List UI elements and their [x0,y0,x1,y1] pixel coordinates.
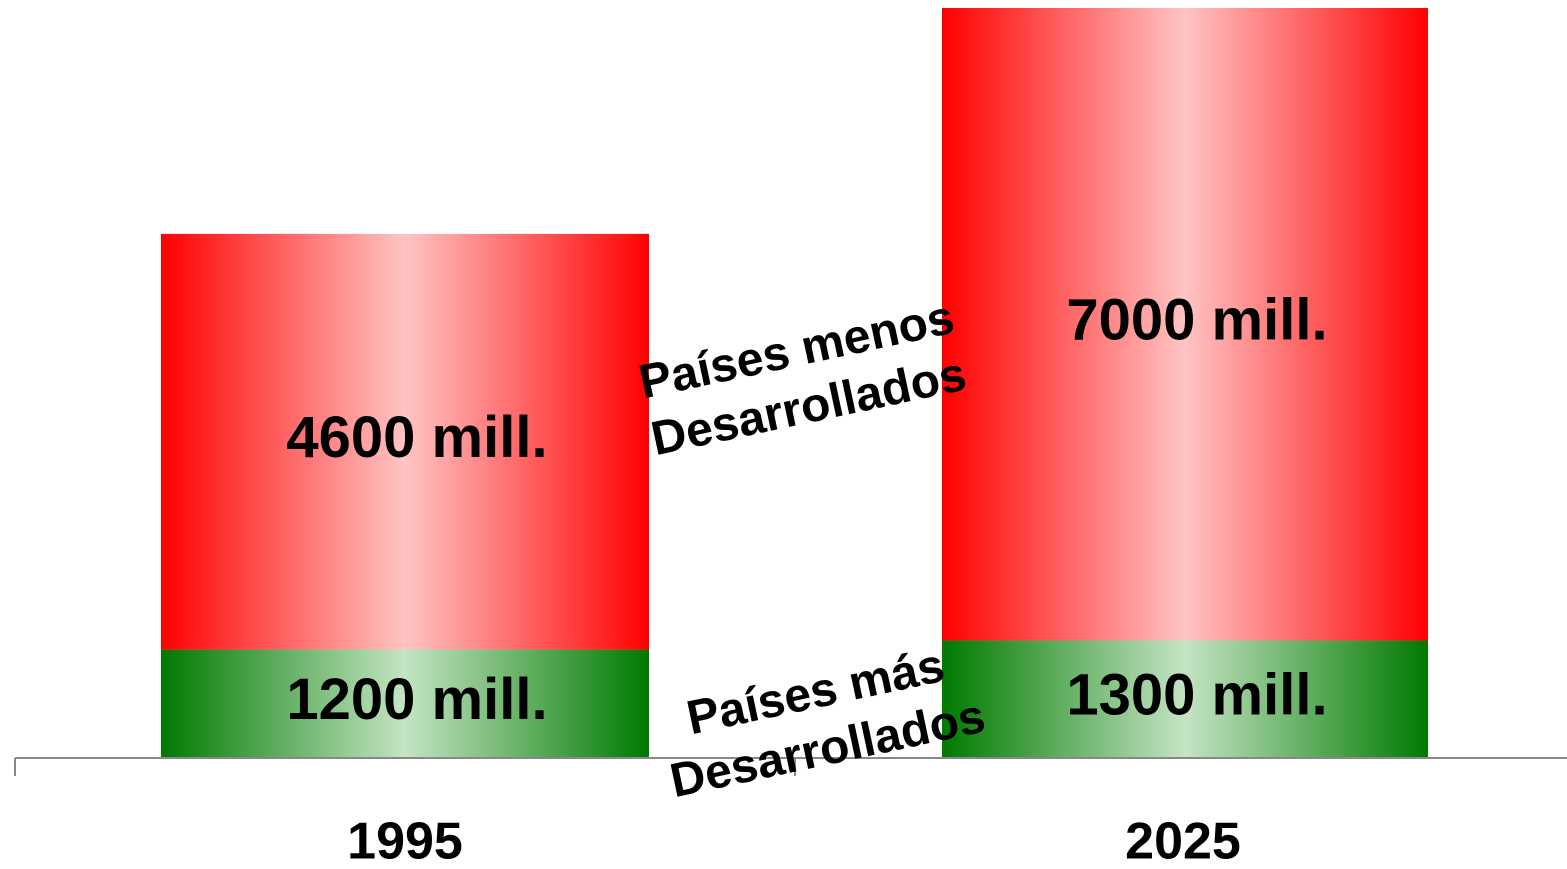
value-label: 4600 mill. [286,405,547,470]
value-label: 7000 mill. [1066,288,1327,353]
legend-label: Países másDesarrollados [654,633,990,808]
value-label: 1200 mill. [286,667,547,732]
value-label: 1300 mill. [1066,663,1327,728]
x-tick-label: 2025 [1125,813,1241,869]
x-tick-label: 1995 [347,813,463,869]
bar-segment [161,233,649,650]
legend-label: Países menosDesarrollados [634,291,970,466]
bar-segment [942,8,1428,641]
bar-segment [161,649,649,758]
bar-segment [942,640,1428,758]
